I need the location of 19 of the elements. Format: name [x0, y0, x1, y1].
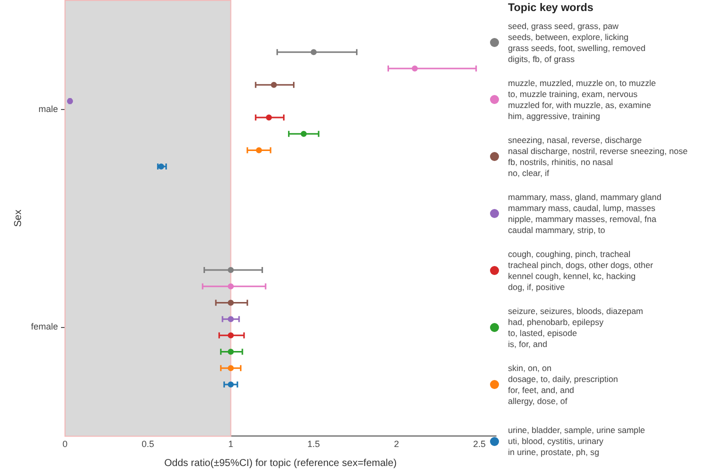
- legend-label: seizure, seizures, bloods, diazepam had, phenobarb, epilepsy to, lasted, episode is, for, and: [508, 306, 644, 350]
- x-tick-label: 0.5: [142, 439, 154, 450]
- x-tick-label: 1: [228, 439, 234, 450]
- y-tick-label: female: [31, 322, 58, 332]
- x-tick-label: 1.5: [307, 439, 320, 450]
- y-axis-title: Sex: [12, 210, 24, 227]
- x-tick-label: 0: [62, 439, 68, 450]
- y-tick-label: male: [38, 104, 58, 114]
- legend-label: mammary, mass, gland, mammary gland mammary mass, caudal, lump, masses nipple, mammary masses, removal, fna caudal mammary, strip, to: [508, 192, 662, 236]
- legend-label: cough, coughing, pinch, tracheal tracheal pinch, dogs, other dogs, other kennel cough, kennel, kc, hacking dog, if, positive: [508, 248, 654, 292]
- legend-label: seed, grass seed, grass, paw seeds, between, explore, licking grass seeds, foot, swelling, removed digits, fb, of grass: [508, 20, 646, 64]
- legend-label: urine, bladder, sample, urine sample uti, blood, cystitis, urinary in urine, prostate, ph, sg: [508, 425, 646, 458]
- x-tick-label: 2.5: [473, 439, 486, 450]
- legend-label: skin, on, on dosage, to, daily, prescription for, feet, and, and allergy, dose, of: [508, 362, 618, 406]
- legend-label: sneezing, nasal, reverse, discharge nasal discharge, nostril, reverse sneezing, nose fb, nostrils, rhinitis, no nasal no, clear, if: [508, 134, 688, 178]
- x-axis-title: Odds ratio(±95%CI) for topic (reference sex=female): [164, 458, 397, 469]
- legend-title: Topic key words: [508, 2, 594, 14]
- x-tick-label: 2: [394, 439, 400, 450]
- legend-label: muzzle, muzzled, muzzle on, to muzzle to, muzzle training, exam, nervous muzzled for, with muzzle, as, examine him, aggressive, training: [508, 78, 656, 122]
